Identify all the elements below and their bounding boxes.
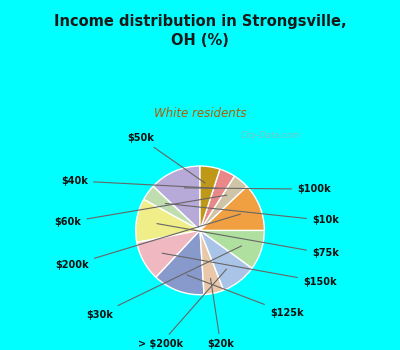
Text: $150k: $150k xyxy=(162,253,336,287)
Text: $50k: $50k xyxy=(127,133,205,183)
Text: $75k: $75k xyxy=(157,224,339,258)
Text: $20k: $20k xyxy=(207,278,234,349)
Text: $200k: $200k xyxy=(55,214,240,270)
Text: White residents: White residents xyxy=(154,107,246,120)
Text: > $200k: > $200k xyxy=(138,269,226,349)
Wedge shape xyxy=(200,230,224,295)
Wedge shape xyxy=(156,230,204,295)
Text: City-Data.com: City-Data.com xyxy=(240,131,300,140)
Wedge shape xyxy=(136,199,200,243)
Wedge shape xyxy=(144,186,200,230)
Text: $100k: $100k xyxy=(184,184,331,194)
Wedge shape xyxy=(200,230,252,290)
Text: $60k: $60k xyxy=(54,195,227,227)
Wedge shape xyxy=(153,166,200,230)
Text: Income distribution in Strongsville,
OH (%): Income distribution in Strongsville, OH … xyxy=(54,14,346,48)
Wedge shape xyxy=(200,230,264,268)
Text: $40k: $40k xyxy=(61,176,217,188)
Wedge shape xyxy=(137,230,200,277)
Text: $10k: $10k xyxy=(165,203,339,225)
Wedge shape xyxy=(200,169,234,230)
Wedge shape xyxy=(200,166,220,230)
Text: $30k: $30k xyxy=(86,246,242,320)
Wedge shape xyxy=(200,176,247,230)
Wedge shape xyxy=(200,186,264,230)
Text: $125k: $125k xyxy=(187,275,304,318)
